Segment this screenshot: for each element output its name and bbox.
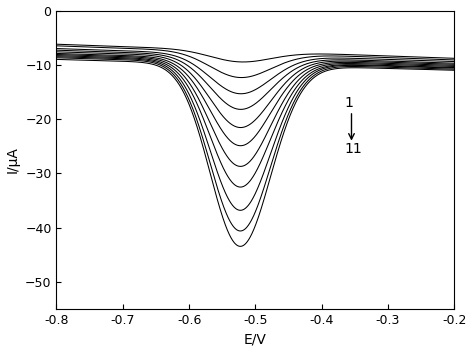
Text: 11: 11 bbox=[345, 142, 362, 156]
Text: 1: 1 bbox=[345, 96, 354, 110]
X-axis label: E/V: E/V bbox=[244, 332, 267, 346]
Y-axis label: I/μA: I/μA bbox=[6, 146, 19, 173]
